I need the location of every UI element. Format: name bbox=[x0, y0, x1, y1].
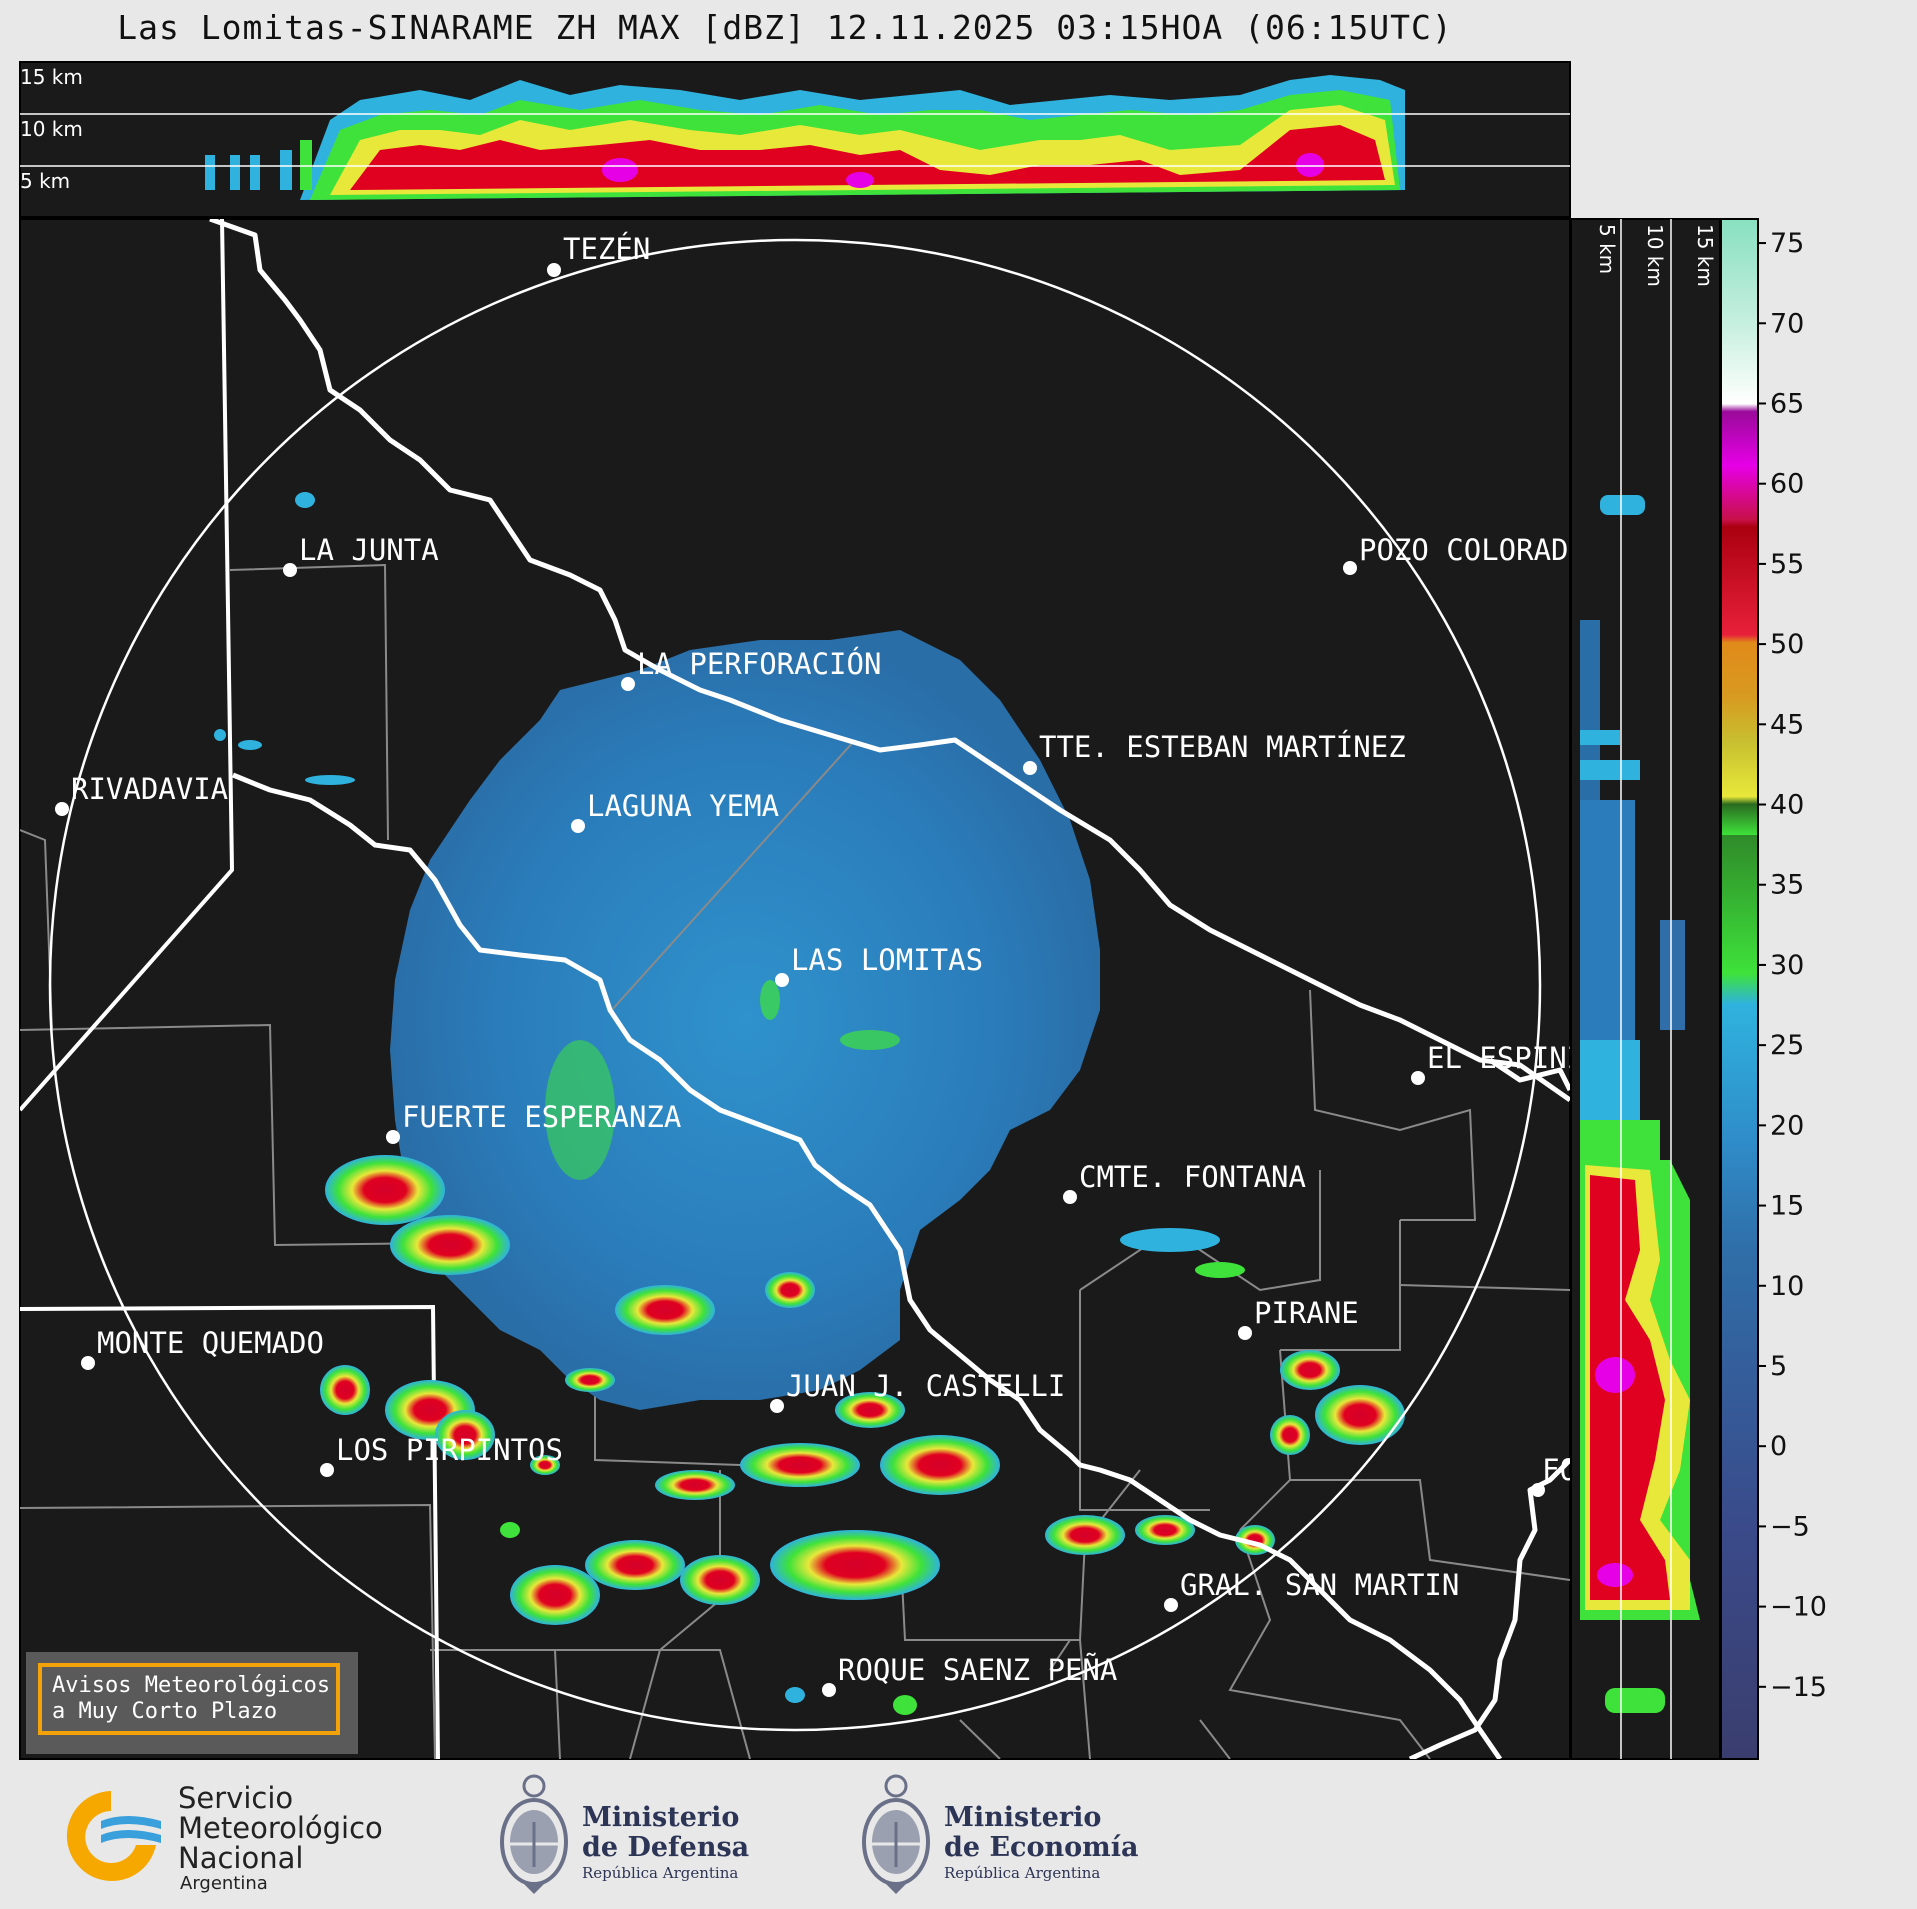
top-alt-label-15km: 15 km bbox=[20, 65, 83, 89]
top-alt-label-10km: 10 km bbox=[20, 117, 83, 141]
city-dot-fuerte-esperanza bbox=[386, 1130, 400, 1144]
economia-line-1: Ministerio bbox=[944, 1802, 1102, 1833]
colorbar-tick-label: −15 bbox=[1770, 1672, 1827, 1703]
map-title: Las Lomitas-SINARAME ZH MAX [dBZ] 12.11.… bbox=[117, 8, 1453, 47]
colorbar-tick-label: 25 bbox=[1770, 1030, 1804, 1061]
alert-line-2: a Muy Corto Plazo bbox=[52, 1699, 278, 1724]
side-profile-echoes bbox=[1580, 495, 1700, 1713]
colorbar-fill bbox=[1720, 218, 1759, 1760]
colorbar-tick-label: 0 bbox=[1770, 1431, 1787, 1462]
city-dot-formosa bbox=[1531, 1483, 1545, 1497]
city-label-monte-quemado: MONTE QUEMADO bbox=[97, 1326, 324, 1360]
radar-range-ring bbox=[48, 238, 1542, 1732]
city-label-la-junta: LA JUNTA bbox=[299, 533, 439, 567]
city-label-roque-saenz-pena: ROQUE SAENZ PEÑA bbox=[838, 1653, 1117, 1687]
city-label-pirane: PIRANE bbox=[1254, 1296, 1359, 1330]
colorbar-tick-label: 30 bbox=[1770, 950, 1804, 981]
city-dot-rivadavia bbox=[55, 802, 69, 816]
city-label-pozo-colorado: POZO COLORADO bbox=[1359, 533, 1586, 567]
colorbar-tick-label: 40 bbox=[1770, 790, 1804, 821]
city-label-la-perforacion: LA PERFORACIÓN bbox=[637, 647, 881, 681]
side-alt-label-5km: 5 km bbox=[1595, 224, 1619, 274]
province-boundaries bbox=[20, 219, 440, 1759]
side-alt-label-10km: 10 km bbox=[1643, 224, 1667, 287]
alert-box[interactable]: Avisos Meteorológicos a Muy Corto Plazo bbox=[26, 1652, 358, 1754]
smn-line-1: Servicio bbox=[178, 1781, 294, 1815]
argentina-coat-of-arms-icon bbox=[500, 1774, 568, 1894]
city-dot-cmte-fontana bbox=[1063, 1190, 1077, 1204]
city-label-las-lomitas: LAS LOMITAS bbox=[791, 943, 983, 977]
city-label-tte-esteban-martinez: TTE. ESTEBAN MARTÍNEZ bbox=[1039, 730, 1406, 764]
economia-line-2: de Economía bbox=[944, 1832, 1139, 1863]
ray-line bbox=[609, 739, 856, 1013]
city-label-fuerte-esperanza: FUERTE ESPERANZA bbox=[402, 1100, 681, 1134]
alert-box-frame[interactable]: Avisos Meteorológicos a Muy Corto Plazo bbox=[38, 1663, 340, 1735]
argentina-coat-of-arms-icon-2 bbox=[862, 1774, 930, 1894]
city-label-gral-san-martin: GRAL. SAN MARTIN bbox=[1180, 1568, 1459, 1602]
city-label-formosa: FORMOSA bbox=[1542, 1453, 1664, 1487]
smn-country: Argentina bbox=[180, 1873, 268, 1894]
city-label-cmte-fontana: CMTE. FONTANA bbox=[1079, 1160, 1306, 1194]
city-dot-tte-esteban-martinez bbox=[1023, 761, 1037, 775]
colorbar-tick-label: −5 bbox=[1770, 1511, 1810, 1542]
colorbar-tick-label: 5 bbox=[1770, 1351, 1787, 1382]
smn-logo-text: Servicio Meteorológico Nacional Argentin… bbox=[178, 1783, 383, 1895]
city-dot-los-pirpintos bbox=[320, 1463, 334, 1477]
convective-cells bbox=[320, 1155, 1405, 1715]
colorbar-tick-label: −10 bbox=[1770, 1592, 1827, 1623]
side-alt-label-15km: 15 km bbox=[1693, 224, 1717, 287]
city-markers bbox=[55, 263, 1545, 1697]
alert-line-1: Avisos Meteorológicos bbox=[52, 1673, 331, 1698]
economia-logo-text: Ministerio de Economía República Argenti… bbox=[944, 1803, 1138, 1883]
colorbar-tick-label: 15 bbox=[1770, 1191, 1804, 1222]
city-dot-las-lomitas bbox=[775, 973, 789, 987]
smn-logo-icon bbox=[66, 1791, 161, 1881]
city-label-rivadavia: RIVADAVIA bbox=[71, 772, 228, 806]
city-dot-la-junta bbox=[283, 563, 297, 577]
city-dot-tezen bbox=[547, 263, 561, 277]
top-profile-echoes bbox=[205, 75, 1405, 200]
defensa-logo-text: Ministerio de Defensa República Argentin… bbox=[582, 1803, 749, 1883]
colorbar-tick-label: 20 bbox=[1770, 1110, 1804, 1141]
city-labels: TEZÉN LA JUNTA POZO COLORADO LA PERFORAC… bbox=[71, 232, 1664, 1687]
colorbar-tick-label: 35 bbox=[1770, 870, 1804, 901]
city-label-juan-j-castelli: JUAN J. CASTELLI bbox=[786, 1369, 1065, 1403]
city-dot-pirane bbox=[1238, 1326, 1252, 1340]
top-cross-section-panel: 15 km 10 km 5 km bbox=[19, 61, 1571, 218]
city-dot-roque-saenz-pena bbox=[822, 1683, 836, 1697]
colorbar-tick-label: 10 bbox=[1770, 1271, 1804, 1302]
city-dot-el-espinillo bbox=[1411, 1071, 1425, 1085]
city-label-laguna-yema: LAGUNA YEMA bbox=[587, 789, 779, 823]
defensa-sub: República Argentina bbox=[582, 1864, 739, 1882]
city-dot-juan-j-castelli bbox=[770, 1399, 784, 1413]
city-dot-laguna-yema bbox=[571, 819, 585, 833]
colorbar-tick-label: 60 bbox=[1770, 469, 1804, 500]
defensa-line-2: de Defensa bbox=[582, 1832, 750, 1863]
economia-sub: República Argentina bbox=[944, 1864, 1101, 1882]
city-label-los-pirpintos: LOS PIRPINTOS bbox=[336, 1433, 563, 1467]
radar-echoes bbox=[214, 492, 1245, 1410]
city-dot-la-perforacion bbox=[621, 677, 635, 691]
colorbar-tick-label: 75 bbox=[1770, 228, 1804, 259]
top-alt-label-5km: 5 km bbox=[20, 169, 70, 193]
colorbar-tick-label: 65 bbox=[1770, 388, 1804, 419]
city-label-tezen: TEZÉN bbox=[563, 232, 650, 266]
radar-map-panel: TEZÉN LA JUNTA POZO COLORADO LA PERFORAC… bbox=[19, 218, 1664, 1760]
colorbar-tick-label: 70 bbox=[1770, 308, 1804, 339]
colorbar-tick-label: 55 bbox=[1770, 549, 1804, 580]
colorbar-tick-label: 45 bbox=[1770, 709, 1804, 740]
side-cross-section-panel: 5 km 10 km 15 km bbox=[1570, 218, 1721, 1760]
colorbar-tick-label: 50 bbox=[1770, 629, 1804, 660]
smn-line-2: Meteorológico bbox=[178, 1811, 383, 1845]
city-dot-pozo-colorado bbox=[1343, 561, 1357, 575]
city-dot-monte-quemado bbox=[81, 1356, 95, 1370]
smn-line-3: Nacional bbox=[178, 1841, 304, 1875]
city-dot-gral-san-martin bbox=[1164, 1598, 1178, 1612]
defensa-line-1: Ministerio bbox=[582, 1802, 740, 1833]
city-label-el-espinillo: EL ESPINILLO bbox=[1427, 1041, 1637, 1075]
